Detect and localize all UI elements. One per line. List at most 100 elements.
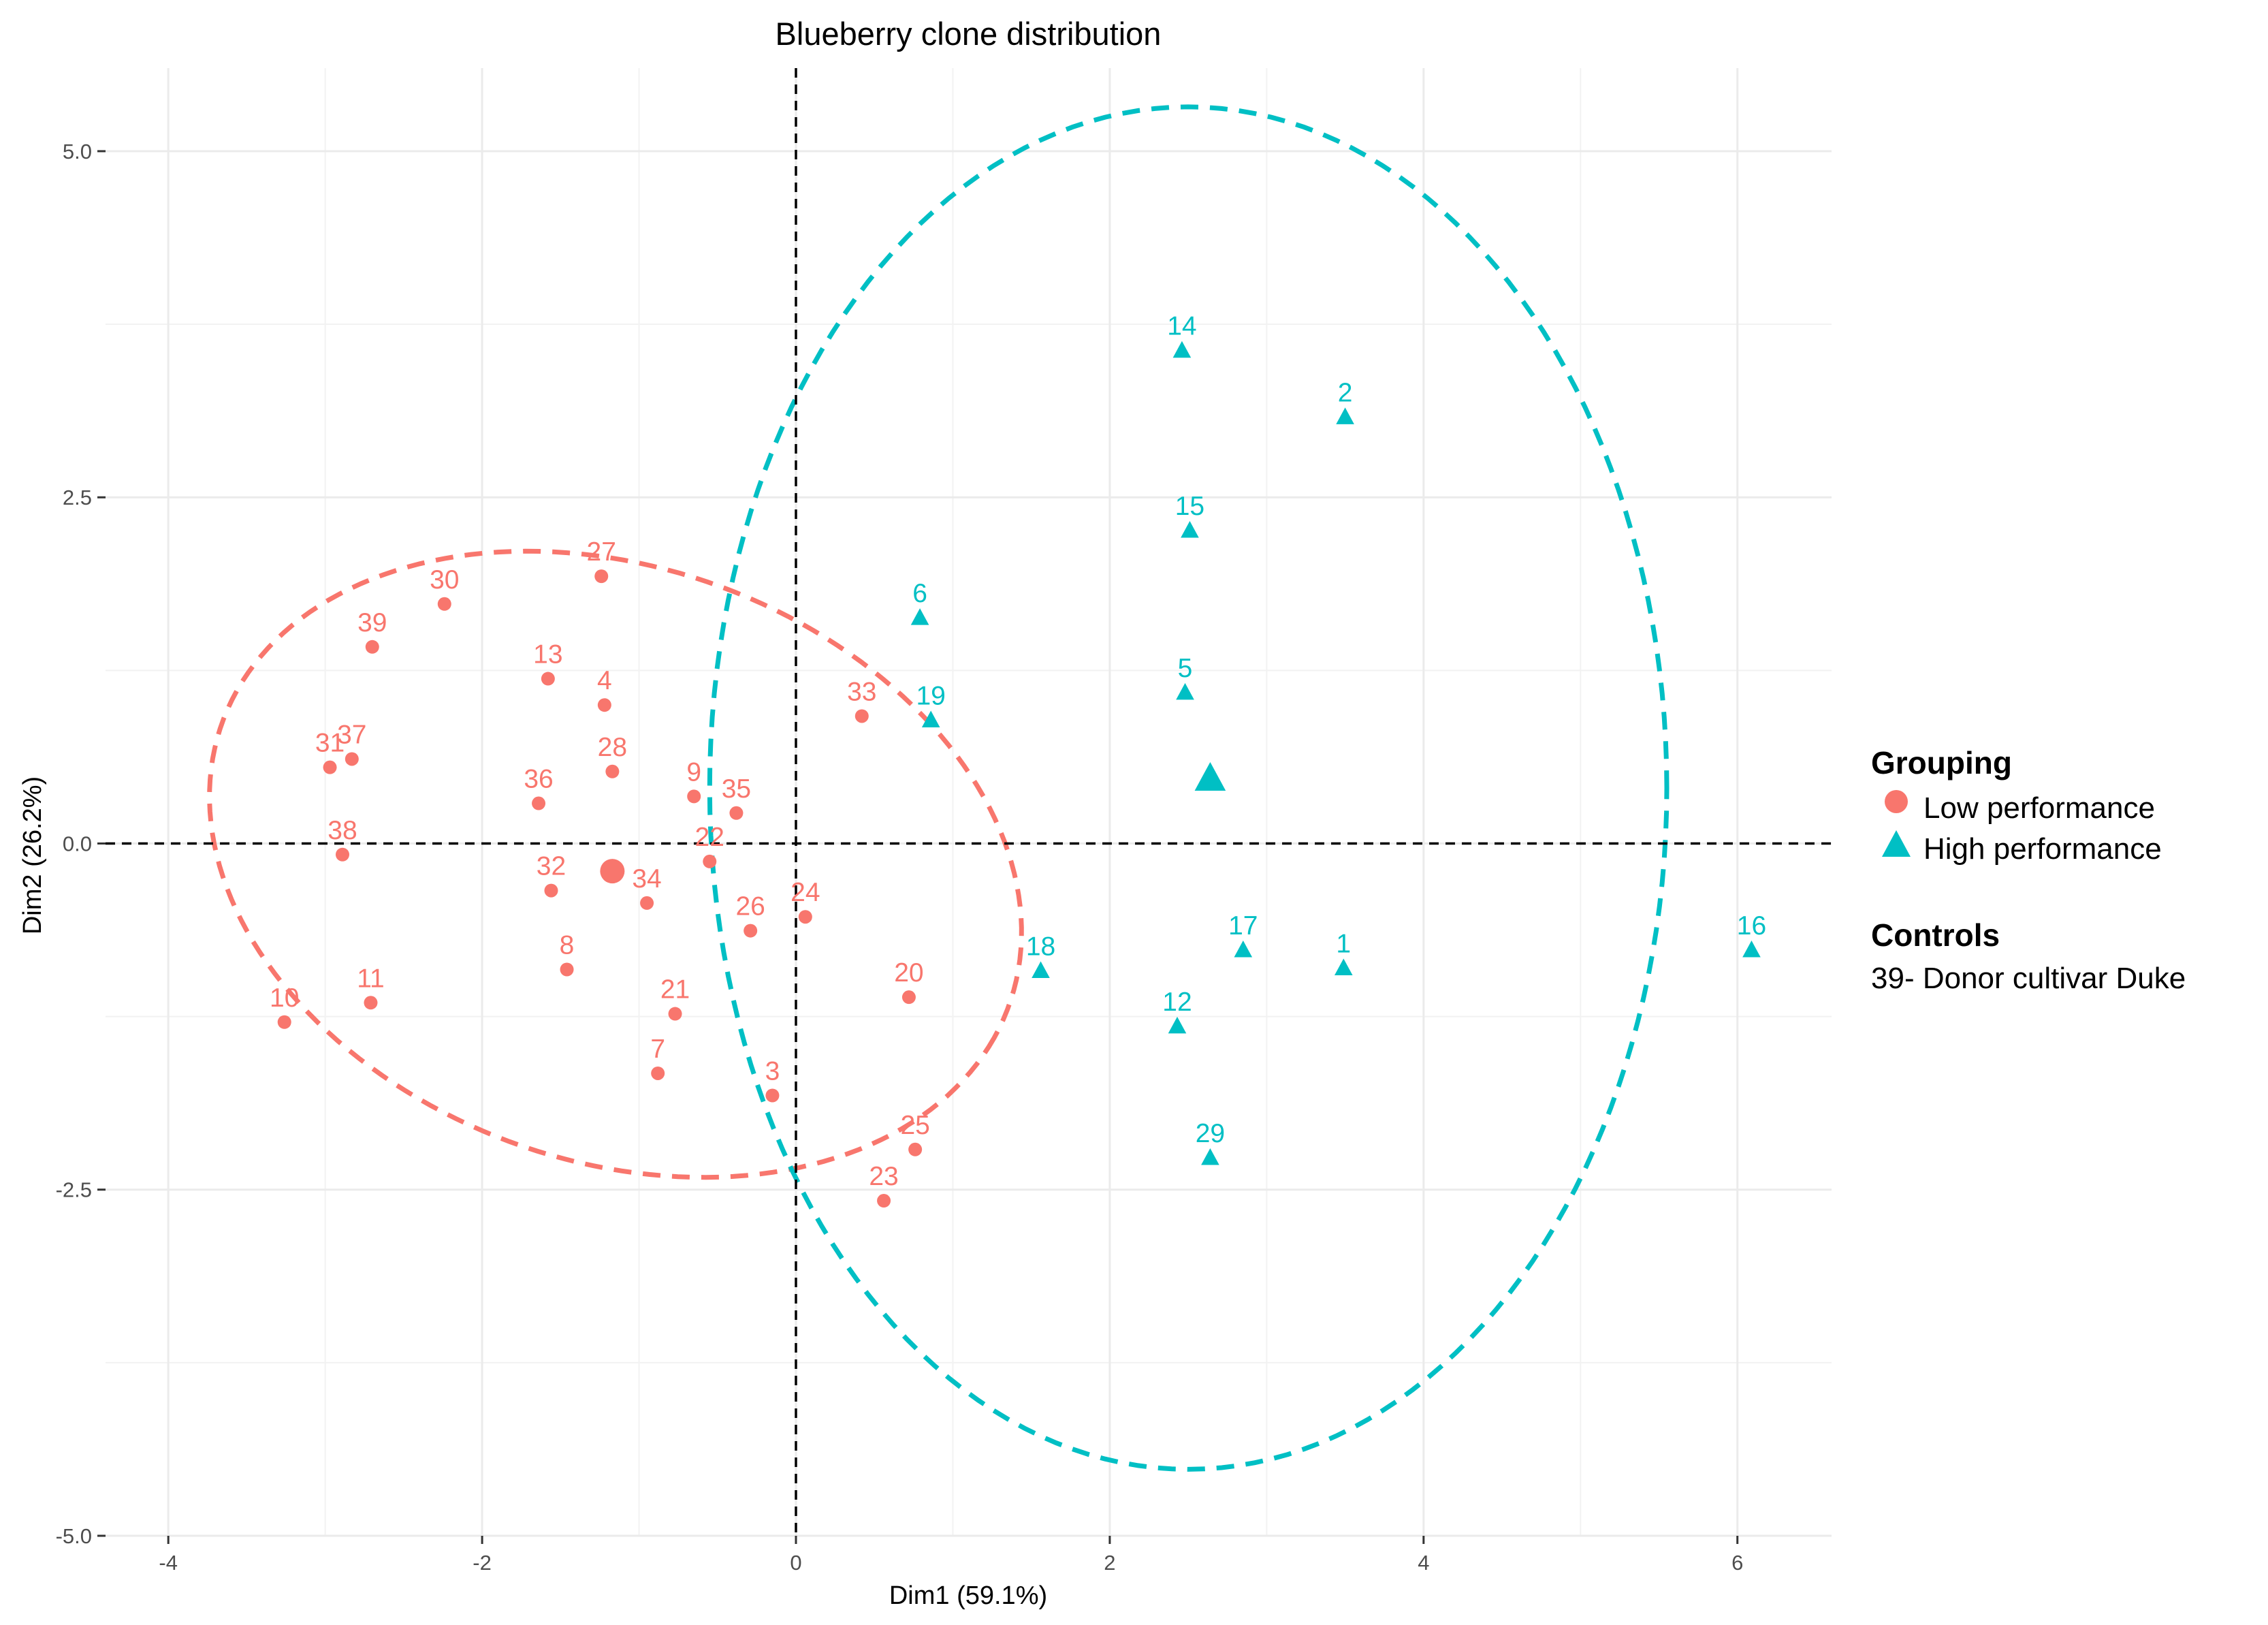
low-performance-ellipse — [207, 548, 1024, 1180]
low-performance-label-37: 37 — [337, 720, 366, 749]
high-performance-label-16: 16 — [1737, 911, 1766, 941]
high-performance-centroid — [1194, 761, 1226, 791]
legend-key-high-performance — [1882, 830, 1911, 857]
low-performance-label-33: 33 — [847, 677, 876, 706]
low-performance-label-22: 22 — [695, 823, 724, 852]
low-performance-point-32 — [544, 883, 558, 898]
low-performance-point-35 — [729, 806, 744, 820]
legend-key-low-performance — [1885, 790, 1908, 813]
controls-title: Controls — [1871, 917, 2000, 953]
low-performance-point-21 — [668, 1007, 682, 1021]
low-performance-label-3: 3 — [765, 1057, 780, 1086]
high-performance-label-2: 2 — [1338, 378, 1353, 407]
low-performance-label-39: 39 — [357, 608, 387, 637]
legend-label-high-performance: High performance — [1923, 832, 2162, 866]
x-tick-label: 6 — [1731, 1551, 1743, 1575]
low-performance-point-24 — [798, 910, 812, 924]
high-performance-label-1: 1 — [1336, 929, 1351, 958]
x-axis-title: Dim1 (59.1%) — [889, 1581, 1047, 1610]
low-performance-label-36: 36 — [524, 765, 553, 794]
low-performance-label-13: 13 — [533, 640, 562, 669]
y-tick-label: 2.5 — [63, 486, 92, 509]
low-performance-point-4 — [597, 698, 611, 712]
y-tick-label: -2.5 — [56, 1178, 92, 1202]
high-performance-label-6: 6 — [912, 579, 927, 608]
high-performance-label-29: 29 — [1196, 1119, 1225, 1148]
low-performance-point-33 — [855, 709, 869, 723]
controls-text: 39- Donor cultivar Duke — [1871, 962, 2186, 995]
low-performance-label-34: 34 — [632, 864, 661, 894]
low-performance-point-26 — [744, 924, 758, 938]
low-performance-label-30: 30 — [430, 565, 459, 595]
low-performance-point-9 — [687, 789, 701, 804]
low-performance-label-32: 32 — [537, 852, 566, 881]
low-performance-point-34 — [640, 896, 654, 910]
low-performance-label-28: 28 — [598, 733, 627, 762]
high-performance-point-5 — [1176, 682, 1194, 700]
low-performance-point-30 — [437, 597, 451, 611]
high-performance-label-12: 12 — [1162, 988, 1192, 1017]
low-performance-label-11: 11 — [357, 964, 385, 993]
x-tick-label: -4 — [159, 1551, 178, 1575]
high-performance-label-14: 14 — [1167, 312, 1196, 341]
confidence-ellipses — [207, 104, 1670, 1472]
y-tick-label: -5.0 — [56, 1524, 92, 1548]
low-performance-point-22 — [703, 854, 717, 868]
high-performance-label-18: 18 — [1026, 932, 1055, 962]
low-performance-point-10 — [277, 1015, 291, 1029]
low-performance-centroid — [600, 859, 625, 884]
low-performance-point-31 — [323, 760, 337, 774]
low-performance-point-27 — [594, 569, 609, 584]
y-tick-label: 5.0 — [63, 140, 92, 163]
low-performance-label-26: 26 — [735, 892, 765, 921]
high-performance-point-1 — [1334, 958, 1353, 975]
low-performance-label-23: 23 — [869, 1162, 898, 1191]
low-performance-label-7: 7 — [650, 1035, 665, 1064]
high-performance-label-17: 17 — [1228, 911, 1258, 941]
high-performance-label-19: 19 — [916, 682, 945, 711]
x-tick-label: -2 — [473, 1551, 492, 1575]
data-points — [277, 341, 1761, 1208]
low-performance-label-31: 31 — [315, 729, 345, 758]
low-performance-point-3 — [765, 1088, 780, 1103]
low-performance-point-11 — [364, 996, 378, 1010]
high-performance-point-16 — [1742, 941, 1761, 958]
low-performance-point-38 — [335, 847, 349, 862]
low-performance-label-4: 4 — [597, 666, 612, 695]
low-performance-label-24: 24 — [790, 878, 820, 907]
high-performance-point-6 — [910, 608, 929, 625]
high-performance-ellipse — [707, 104, 1670, 1472]
y-tick-label: 0.0 — [63, 832, 92, 855]
y-axis-title: Dim2 (26.2%) — [18, 776, 47, 934]
low-performance-label-10: 10 — [270, 983, 299, 1013]
low-performance-point-39 — [365, 640, 379, 654]
legend-title: Grouping — [1871, 745, 2012, 780]
high-performance-point-15 — [1181, 521, 1199, 538]
x-tick-label: 0 — [790, 1551, 801, 1575]
grid — [106, 68, 1832, 1537]
low-performance-label-8: 8 — [560, 930, 575, 960]
x-tick-label: 4 — [1418, 1551, 1429, 1575]
low-performance-point-7 — [651, 1066, 665, 1080]
high-performance-label-5: 5 — [1178, 654, 1193, 683]
low-performance-label-35: 35 — [722, 774, 751, 804]
reference-lines — [106, 68, 1832, 1536]
low-performance-point-8 — [560, 962, 574, 977]
low-performance-label-21: 21 — [660, 975, 690, 1005]
high-performance-point-19 — [921, 710, 940, 728]
legend: Grouping Low performance High performanc… — [1871, 745, 2186, 995]
low-performance-point-20 — [901, 990, 916, 1005]
low-performance-point-28 — [605, 764, 620, 778]
chart-title: Blueberry clone distribution — [776, 16, 1162, 52]
axes: -4 -2 0 2 4 6-5.0-2.50.02.55.0 — [56, 140, 1744, 1575]
low-performance-point-13 — [541, 672, 555, 686]
high-performance-label-15: 15 — [1175, 492, 1204, 521]
low-performance-label-20: 20 — [894, 958, 923, 988]
low-performance-point-37 — [345, 752, 359, 766]
x-tick-label: 2 — [1104, 1551, 1115, 1575]
high-performance-point-29 — [1201, 1148, 1219, 1165]
legend-label-low-performance: Low performance — [1923, 791, 2155, 825]
